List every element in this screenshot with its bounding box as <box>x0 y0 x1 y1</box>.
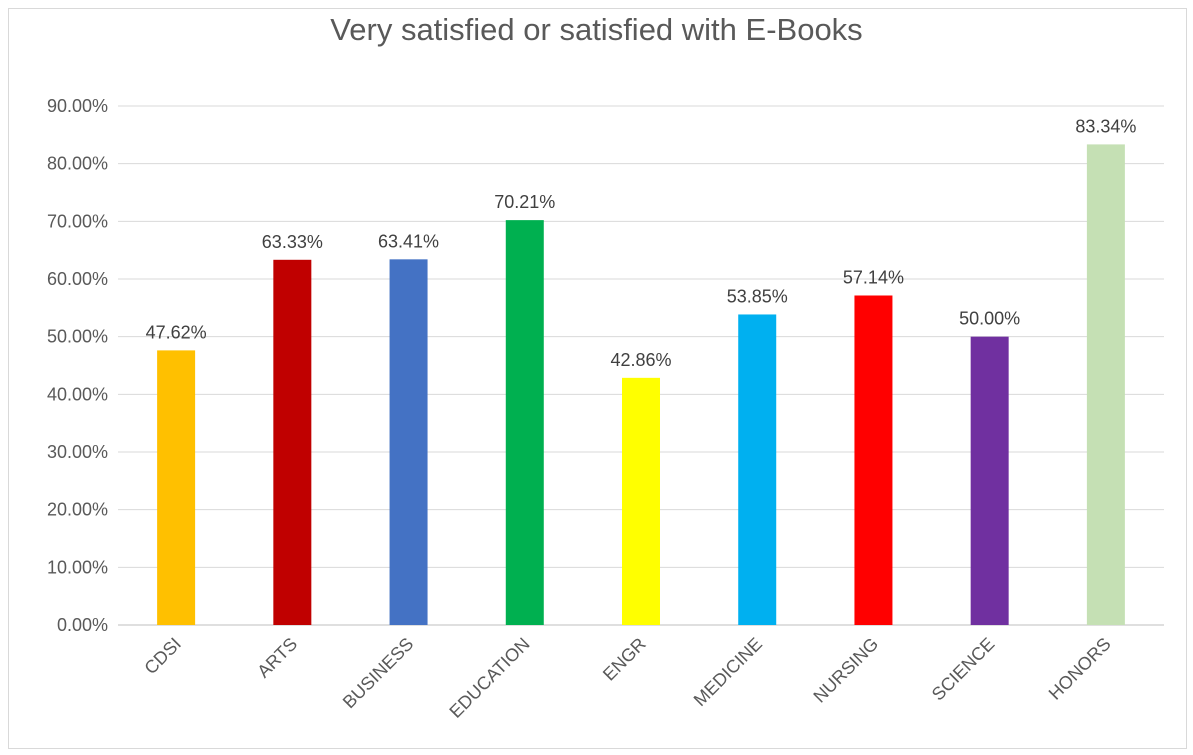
x-tick-label: ENGR <box>599 634 650 685</box>
y-tick-label: 10.00% <box>47 557 108 577</box>
y-tick-label: 20.00% <box>47 500 108 520</box>
x-tick-label: ARTS <box>253 634 301 682</box>
data-label: 42.86% <box>610 350 671 370</box>
bar-science <box>970 336 1009 625</box>
chart-title: Very satisfied or satisfied with E-Books <box>330 12 863 47</box>
data-label: 63.41% <box>378 231 439 251</box>
y-tick-label: 40.00% <box>47 384 108 404</box>
data-label: 57.14% <box>843 267 904 287</box>
bar-arts <box>273 259 312 625</box>
y-tick-label: 60.00% <box>47 269 108 289</box>
bar-nursing <box>854 295 893 625</box>
x-tick-label: NURSING <box>809 634 882 707</box>
x-tick-label: BUSINESS <box>339 634 418 713</box>
bar-medicine <box>738 314 777 625</box>
y-tick-label: 50.00% <box>47 327 108 347</box>
y-tick-label: 80.00% <box>47 154 108 174</box>
data-label: 70.21% <box>494 192 555 212</box>
bar-business <box>389 259 428 625</box>
data-label: 50.00% <box>959 309 1020 329</box>
bar-education <box>505 220 544 626</box>
x-tick-label: SCIENCE <box>928 634 999 705</box>
x-tick-label: CDSI <box>140 634 185 679</box>
x-tick-label: MEDICINE <box>690 634 766 710</box>
data-label: 83.34% <box>1075 116 1136 136</box>
y-tick-label: 30.00% <box>47 442 108 462</box>
y-tick-label: 70.00% <box>47 211 108 231</box>
bar-engr <box>622 377 660 625</box>
y-tick-label: 0.00% <box>57 615 108 635</box>
bar-honors <box>1086 144 1125 625</box>
bar-cdsi <box>157 350 196 625</box>
data-label: 53.85% <box>727 286 788 306</box>
y-tick-label: 90.00% <box>47 96 108 116</box>
x-tick-label: EDUCATION <box>445 634 533 722</box>
x-tick-label: HONORS <box>1045 634 1115 704</box>
data-label: 63.33% <box>262 232 323 252</box>
data-label: 47.62% <box>146 322 207 342</box>
